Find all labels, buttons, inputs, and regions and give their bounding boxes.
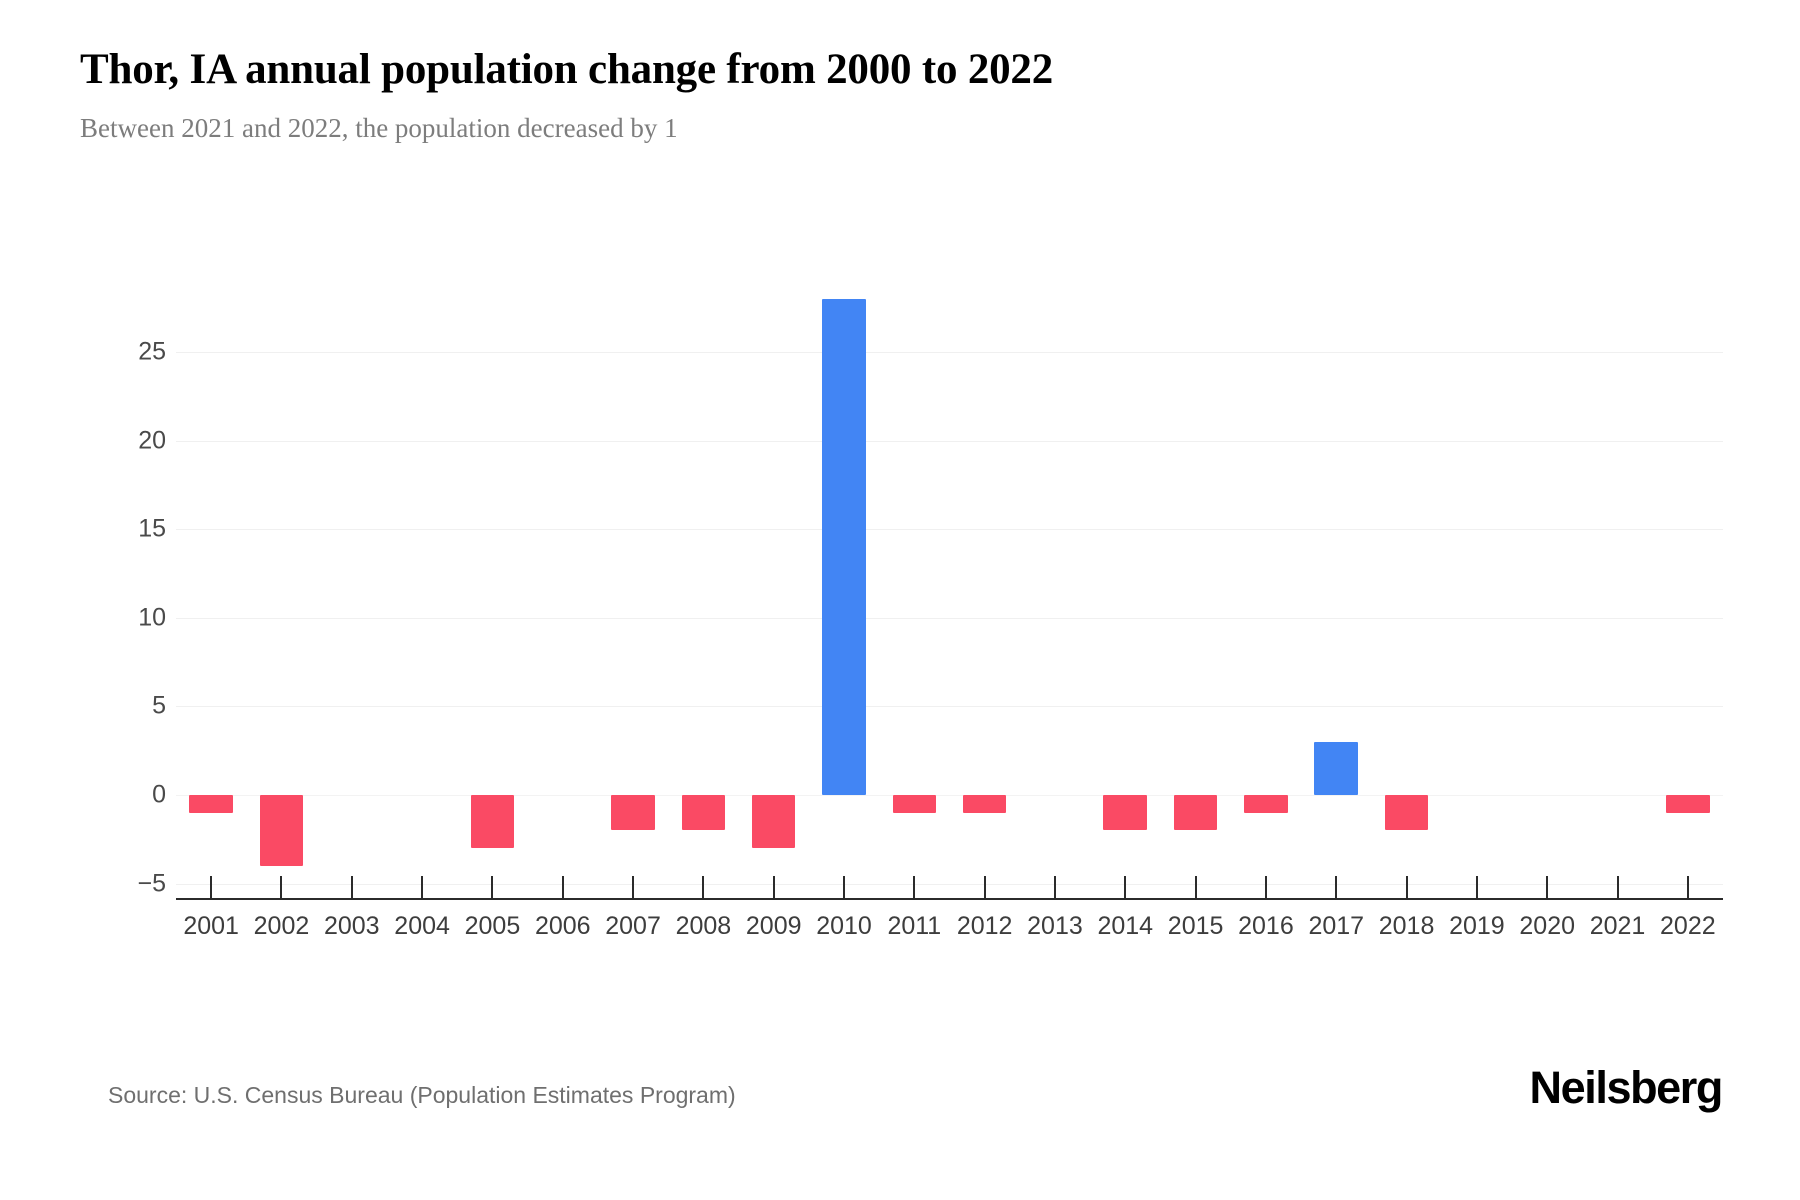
x-tick-2019 (1475, 876, 1478, 898)
x-tick-2022 (1686, 876, 1689, 898)
y-tick-label: 20 (138, 426, 166, 455)
bar-2001[interactable] (189, 795, 233, 813)
x-tick-2003 (350, 876, 353, 898)
x-tick-label-2014: 2014 (1097, 912, 1154, 940)
x-tick-label-2004: 2004 (394, 912, 450, 940)
x-tick-2001 (210, 876, 213, 898)
x-tick-label-2021: 2021 (1589, 912, 1646, 940)
x-tick-2021 (1616, 876, 1619, 898)
bar-2005[interactable] (470, 795, 515, 849)
brand-logo: Neilsberg (1529, 1062, 1724, 1113)
gridline-10 (176, 617, 1723, 619)
bar-2002[interactable] (259, 795, 304, 866)
bar-2008[interactable] (681, 795, 726, 831)
x-tick-label-2005: 2005 (464, 912, 521, 940)
x-axis-line (176, 898, 1723, 900)
y-tick-label: 15 (138, 514, 166, 543)
bar-2010[interactable] (822, 298, 866, 795)
x-tick-2015 (1194, 876, 1197, 898)
x-tick-2014 (1124, 876, 1127, 898)
source-note: Source: U.S. Census Bureau (Population E… (108, 1082, 736, 1108)
x-tick-label-2019: 2019 (1449, 912, 1505, 940)
y-tick-label: 0 (152, 780, 166, 809)
x-tick-label-2007: 2007 (605, 912, 661, 940)
bar-2017[interactable] (1314, 741, 1359, 795)
x-tick-label-2018: 2018 (1378, 912, 1435, 940)
x-tick-label-2012: 2012 (956, 912, 1013, 940)
gridline-5 (176, 706, 1723, 708)
x-tick-2013 (1053, 876, 1056, 898)
page-title: Thor, IA annual population change from 2… (80, 46, 1054, 93)
x-tick-label-2013: 2013 (1027, 912, 1083, 940)
bar-2014[interactable] (1103, 795, 1148, 831)
x-tick-label-2022: 2022 (1660, 912, 1716, 940)
x-tick-label-2003: 2003 (323, 912, 380, 940)
x-tick-label-2009: 2009 (745, 912, 802, 940)
bar-2011[interactable] (892, 795, 937, 813)
x-tick-2002 (280, 876, 283, 898)
x-tick-2012 (983, 876, 986, 898)
y-tick-label: 25 (138, 337, 166, 366)
y-tick-label: 10 (138, 603, 166, 632)
bar-2012[interactable] (962, 795, 1007, 813)
bar-2015[interactable] (1173, 795, 1218, 831)
bar-2007[interactable] (611, 795, 655, 831)
x-tick-label-2010: 2010 (816, 912, 872, 940)
x-tick-2011 (913, 876, 916, 898)
chart-header: Thor, IA annual population change from 2… (80, 46, 1720, 145)
x-tick-2009 (772, 876, 775, 898)
gridline-25 (176, 352, 1723, 353)
x-tick-label-2002: 2002 (253, 912, 310, 940)
x-tick-2017 (1335, 876, 1338, 898)
x-tick-2020 (1546, 876, 1549, 898)
x-tick-2010 (843, 876, 846, 898)
gridline-15 (176, 529, 1723, 531)
bar-2016[interactable] (1244, 795, 1288, 813)
x-tick-2007 (632, 876, 635, 898)
x-tick-label-2008: 2008 (675, 912, 732, 940)
bar-2009[interactable] (751, 795, 796, 849)
x-tick-2008 (702, 876, 705, 898)
x-tick-label-2015: 2015 (1167, 912, 1224, 940)
gridline-20 (176, 440, 1723, 442)
x-tick-2016 (1264, 876, 1267, 898)
x-tick-2006 (561, 876, 564, 898)
x-tick-2018 (1405, 876, 1408, 898)
gridline--5 (176, 883, 1723, 885)
x-tick-2005 (491, 876, 494, 898)
chart-subtitle: Between 2021 and 2022, the population de… (80, 113, 678, 144)
bar-2018[interactable] (1384, 795, 1429, 831)
y-tick-label: 5 (152, 691, 166, 720)
x-tick-label-2020: 2020 (1519, 912, 1576, 940)
x-tick-label-2001: 2001 (183, 912, 239, 940)
gridline-0 (176, 795, 1723, 796)
x-tick-label-2011: 2011 (887, 912, 942, 940)
x-tick-2004 (421, 876, 424, 898)
x-tick-label-2017: 2017 (1308, 912, 1365, 940)
bar-2022[interactable] (1666, 795, 1710, 813)
x-tick-label-2016: 2016 (1238, 912, 1294, 940)
x-tick-label-2006: 2006 (534, 912, 591, 940)
y-tick-label: −5 (137, 869, 166, 898)
